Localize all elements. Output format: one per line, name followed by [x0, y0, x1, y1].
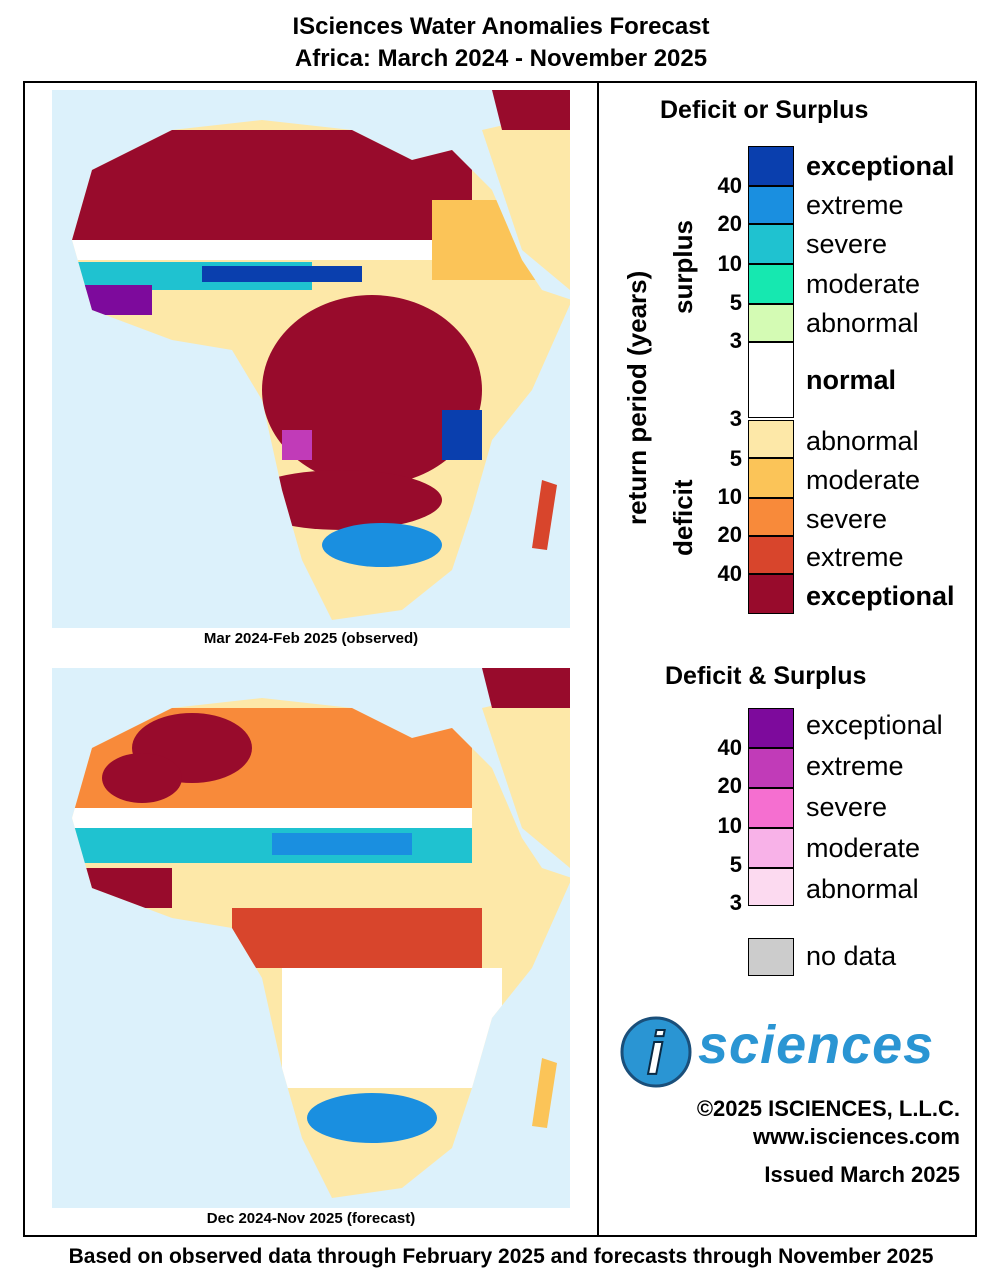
legend-tick-combo: 5 — [729, 852, 742, 877]
legend-label: extreme — [806, 542, 904, 572]
legend-swatch — [748, 146, 794, 186]
legend-tick: 5 — [729, 446, 742, 471]
legend-tick: 3 — [729, 406, 742, 431]
legend-surplus-label: surplus — [668, 220, 698, 314]
legend-label: extreme — [806, 190, 904, 220]
legend-label: abnormal — [806, 426, 919, 456]
isciences-logo: i — [620, 1010, 965, 1095]
legend-swatch — [748, 224, 794, 264]
footer-note: Based on observed data through February … — [68, 1245, 934, 1268]
legend-tick: 40 — [717, 561, 742, 586]
legend-swatch — [748, 574, 794, 614]
legend-swatch-combo — [748, 868, 794, 906]
legend-heading-deficit-and-surplus: Deficit & Surplus — [665, 662, 867, 690]
website: www.isciences.com — [752, 1124, 960, 1149]
legend-tick: 40 — [717, 173, 742, 198]
legend-swatch-no-data — [748, 938, 794, 976]
legend-swatch-combo — [748, 748, 794, 788]
legend-tick-combo: 40 — [717, 735, 742, 760]
legend-swatch-combo — [748, 788, 794, 828]
legend-swatch — [748, 342, 794, 418]
legend-label-combo: moderate — [806, 833, 921, 863]
legend-label: severe — [806, 229, 888, 259]
legend-swatch-combo — [748, 828, 794, 868]
legend-label: moderate — [806, 465, 921, 495]
copyright: ©2025 ISCIENCES, L.L.C. — [696, 1096, 960, 1121]
madagascar — [532, 480, 557, 550]
legend-tick: 20 — [717, 522, 742, 547]
title-line-1: ISciences Water Anomalies Forecast — [292, 13, 710, 40]
legend-swatch — [748, 420, 794, 458]
legend-label-combo: severe — [806, 792, 888, 822]
legend-label-combo: exceptional — [806, 710, 943, 740]
madagascar — [532, 1058, 557, 1128]
map-observed-caption: Mar 2024-Feb 2025 (observed) — [203, 630, 419, 647]
legend-swatch — [748, 498, 794, 536]
legend-label-combo: extreme — [806, 751, 904, 781]
legend-label-combo: abnormal — [806, 874, 919, 904]
legend-tick-combo: 20 — [717, 773, 742, 798]
legend-swatch — [748, 186, 794, 224]
issued-date: Issued March 2025 — [764, 1162, 960, 1187]
figure-frame — [23, 81, 977, 1237]
legend-swatch — [748, 264, 794, 304]
legend-label: exceptional — [806, 581, 955, 611]
legend-swatch — [748, 458, 794, 498]
legend-tick: 5 — [729, 290, 742, 315]
legend-label: exceptional — [806, 151, 955, 181]
map-observed — [52, 90, 570, 628]
logo-wordmark: sciences — [698, 1015, 935, 1075]
legend-heading-deficit-or-surplus: Deficit or Surplus — [660, 96, 869, 124]
legend-tick-combo: 10 — [717, 813, 742, 838]
legend-label: normal — [806, 365, 897, 395]
legend-tick: 20 — [717, 211, 742, 236]
frame-divider — [597, 81, 599, 1237]
legend-swatch — [748, 304, 794, 342]
map-forecast-caption: Dec 2024-Nov 2025 (forecast) — [206, 1210, 416, 1227]
legend-tick-combo: 3 — [729, 890, 742, 915]
logo-letter: i — [647, 1020, 665, 1087]
legend-swatch — [748, 536, 794, 574]
map-forecast — [52, 668, 570, 1208]
legend-deficit-label: deficit — [668, 479, 698, 556]
arabian-peninsula — [482, 110, 570, 290]
arabian-peninsula — [482, 688, 570, 868]
legend-axis-label: return period (years) — [622, 270, 652, 525]
legend-tick: 10 — [717, 251, 742, 276]
legend-tick: 3 — [729, 328, 742, 353]
legend-label: moderate — [806, 269, 921, 299]
legend-swatch-combo — [748, 708, 794, 748]
title-line-2: Africa: March 2024 - November 2025 — [294, 45, 708, 72]
legend-label-no-data: no data — [806, 941, 897, 971]
legend-tick: 10 — [717, 484, 742, 509]
legend-label: abnormal — [806, 308, 919, 338]
legend-label: severe — [806, 504, 888, 534]
